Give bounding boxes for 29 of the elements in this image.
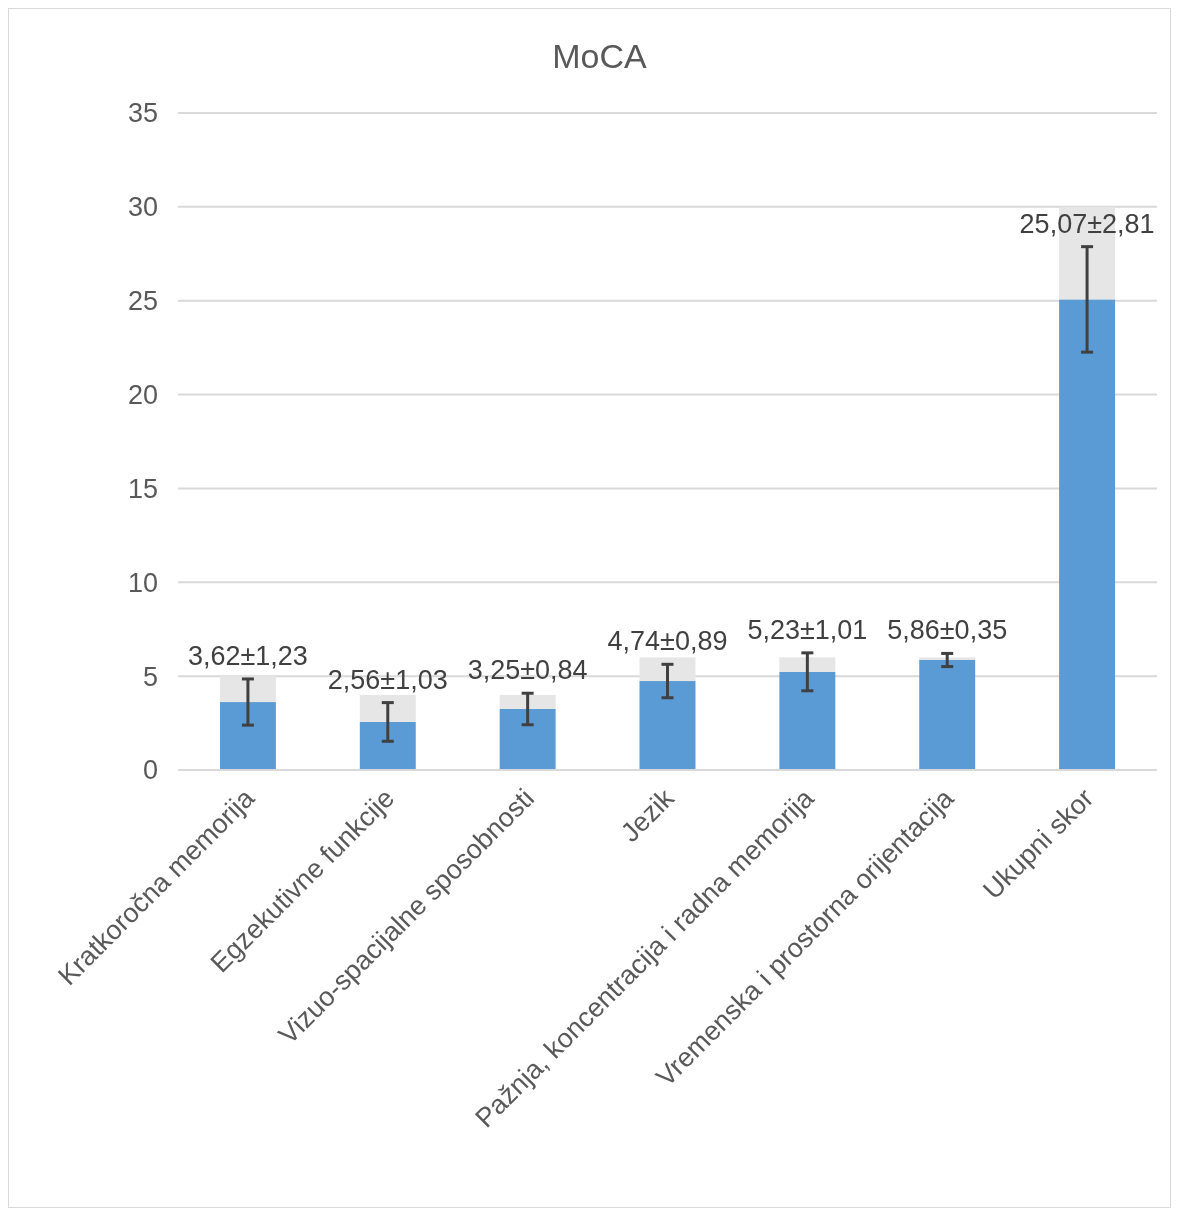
data-label: 3,62±1,23 [187,640,308,671]
y-tick-label: 25 [127,286,158,317]
bar [919,660,976,770]
bar [639,681,696,770]
data-label: 25,07±2,81 [1019,208,1155,239]
bar [219,702,276,770]
y-tick-label: 10 [127,567,158,598]
y-tick-label: 15 [127,473,158,504]
bar [779,657,836,672]
bar [639,657,696,682]
bar [779,671,836,770]
data-label: 3,25±0,84 [467,655,588,686]
data-label: 2,56±1,03 [327,664,448,695]
bar [499,708,556,770]
bar [219,676,276,703]
bar [1059,299,1116,770]
bar [359,694,416,722]
data-label: 5,86±0,35 [887,615,1008,646]
bar [919,657,976,660]
y-tick-label: 5 [142,661,158,692]
data-label: 5,23±1,01 [747,614,868,645]
y-tick-label: 0 [142,755,158,786]
data-label: 4,74±0,89 [607,626,728,657]
y-tick-label: 35 [127,98,158,129]
y-tick-label: 30 [127,192,158,223]
y-tick-label: 20 [127,380,158,411]
bar [359,721,416,770]
chart-title: MoCA [552,37,648,75]
bar [499,694,556,709]
